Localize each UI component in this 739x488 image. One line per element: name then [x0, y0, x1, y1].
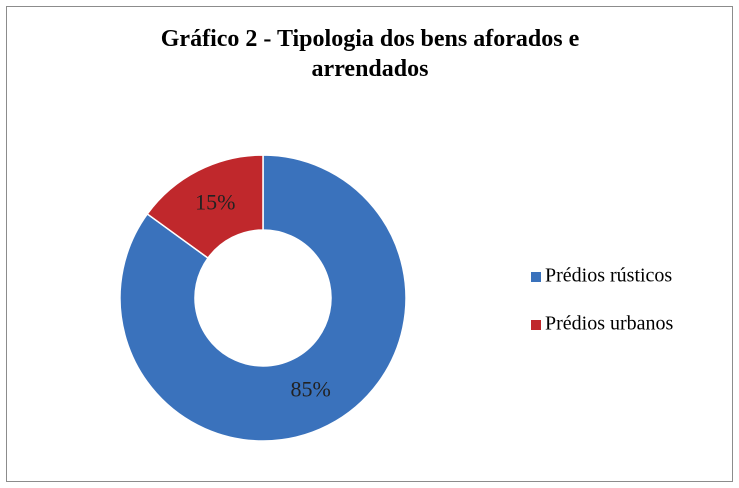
chart-title: Gráfico 2 - Tipologia dos bens aforados … — [160, 26, 580, 82]
data-label: 85% — [291, 377, 331, 402]
donut-segment — [146, 154, 264, 260]
legend-swatch — [531, 320, 541, 330]
legend-label: Prédios rústicos — [545, 265, 672, 287]
donut-segment — [119, 154, 407, 442]
legend-label: Prédios urbanos — [545, 313, 674, 335]
legend-swatch — [531, 272, 541, 282]
data-label: 15% — [195, 189, 235, 214]
